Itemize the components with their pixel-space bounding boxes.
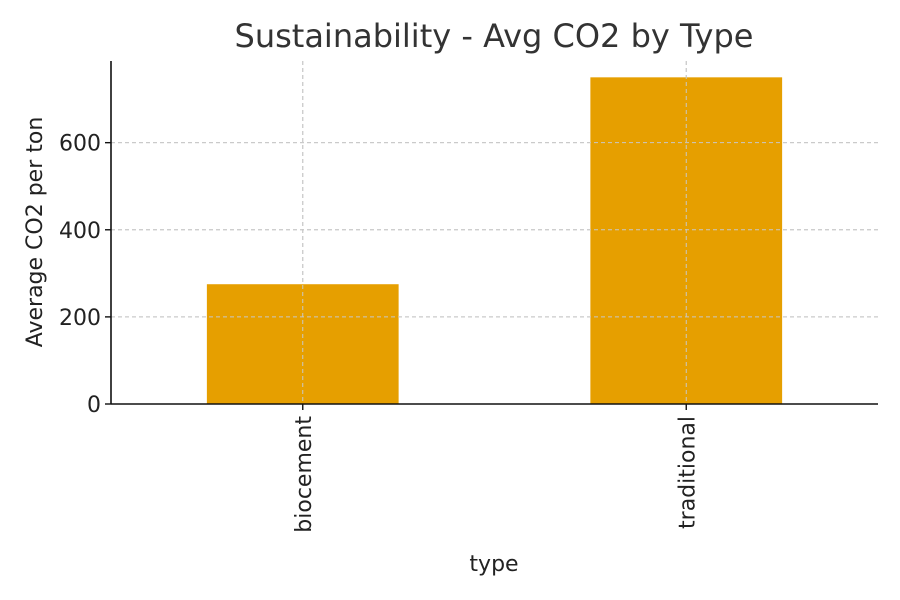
y-tick-label: 400 [59, 219, 101, 244]
y-axis-label: Average CO2 per ton [23, 117, 48, 348]
x-axis-label: type [469, 552, 518, 577]
y-tick-label: 0 [87, 393, 101, 418]
x-tick-label-traditional: traditional [675, 416, 700, 529]
x-tick-label-biocement: biocement [292, 416, 317, 533]
bar-layer [111, 61, 878, 404]
y-tick-label: 200 [59, 306, 101, 331]
x-tick-layer: biocement traditional [292, 404, 700, 533]
y-tick-layer: 0 200 400 600 [59, 132, 111, 418]
y-tick-label: 600 [59, 132, 101, 157]
axis-layer [110, 61, 878, 405]
chart-title: Sustainability - Avg CO2 by Type [235, 17, 754, 55]
